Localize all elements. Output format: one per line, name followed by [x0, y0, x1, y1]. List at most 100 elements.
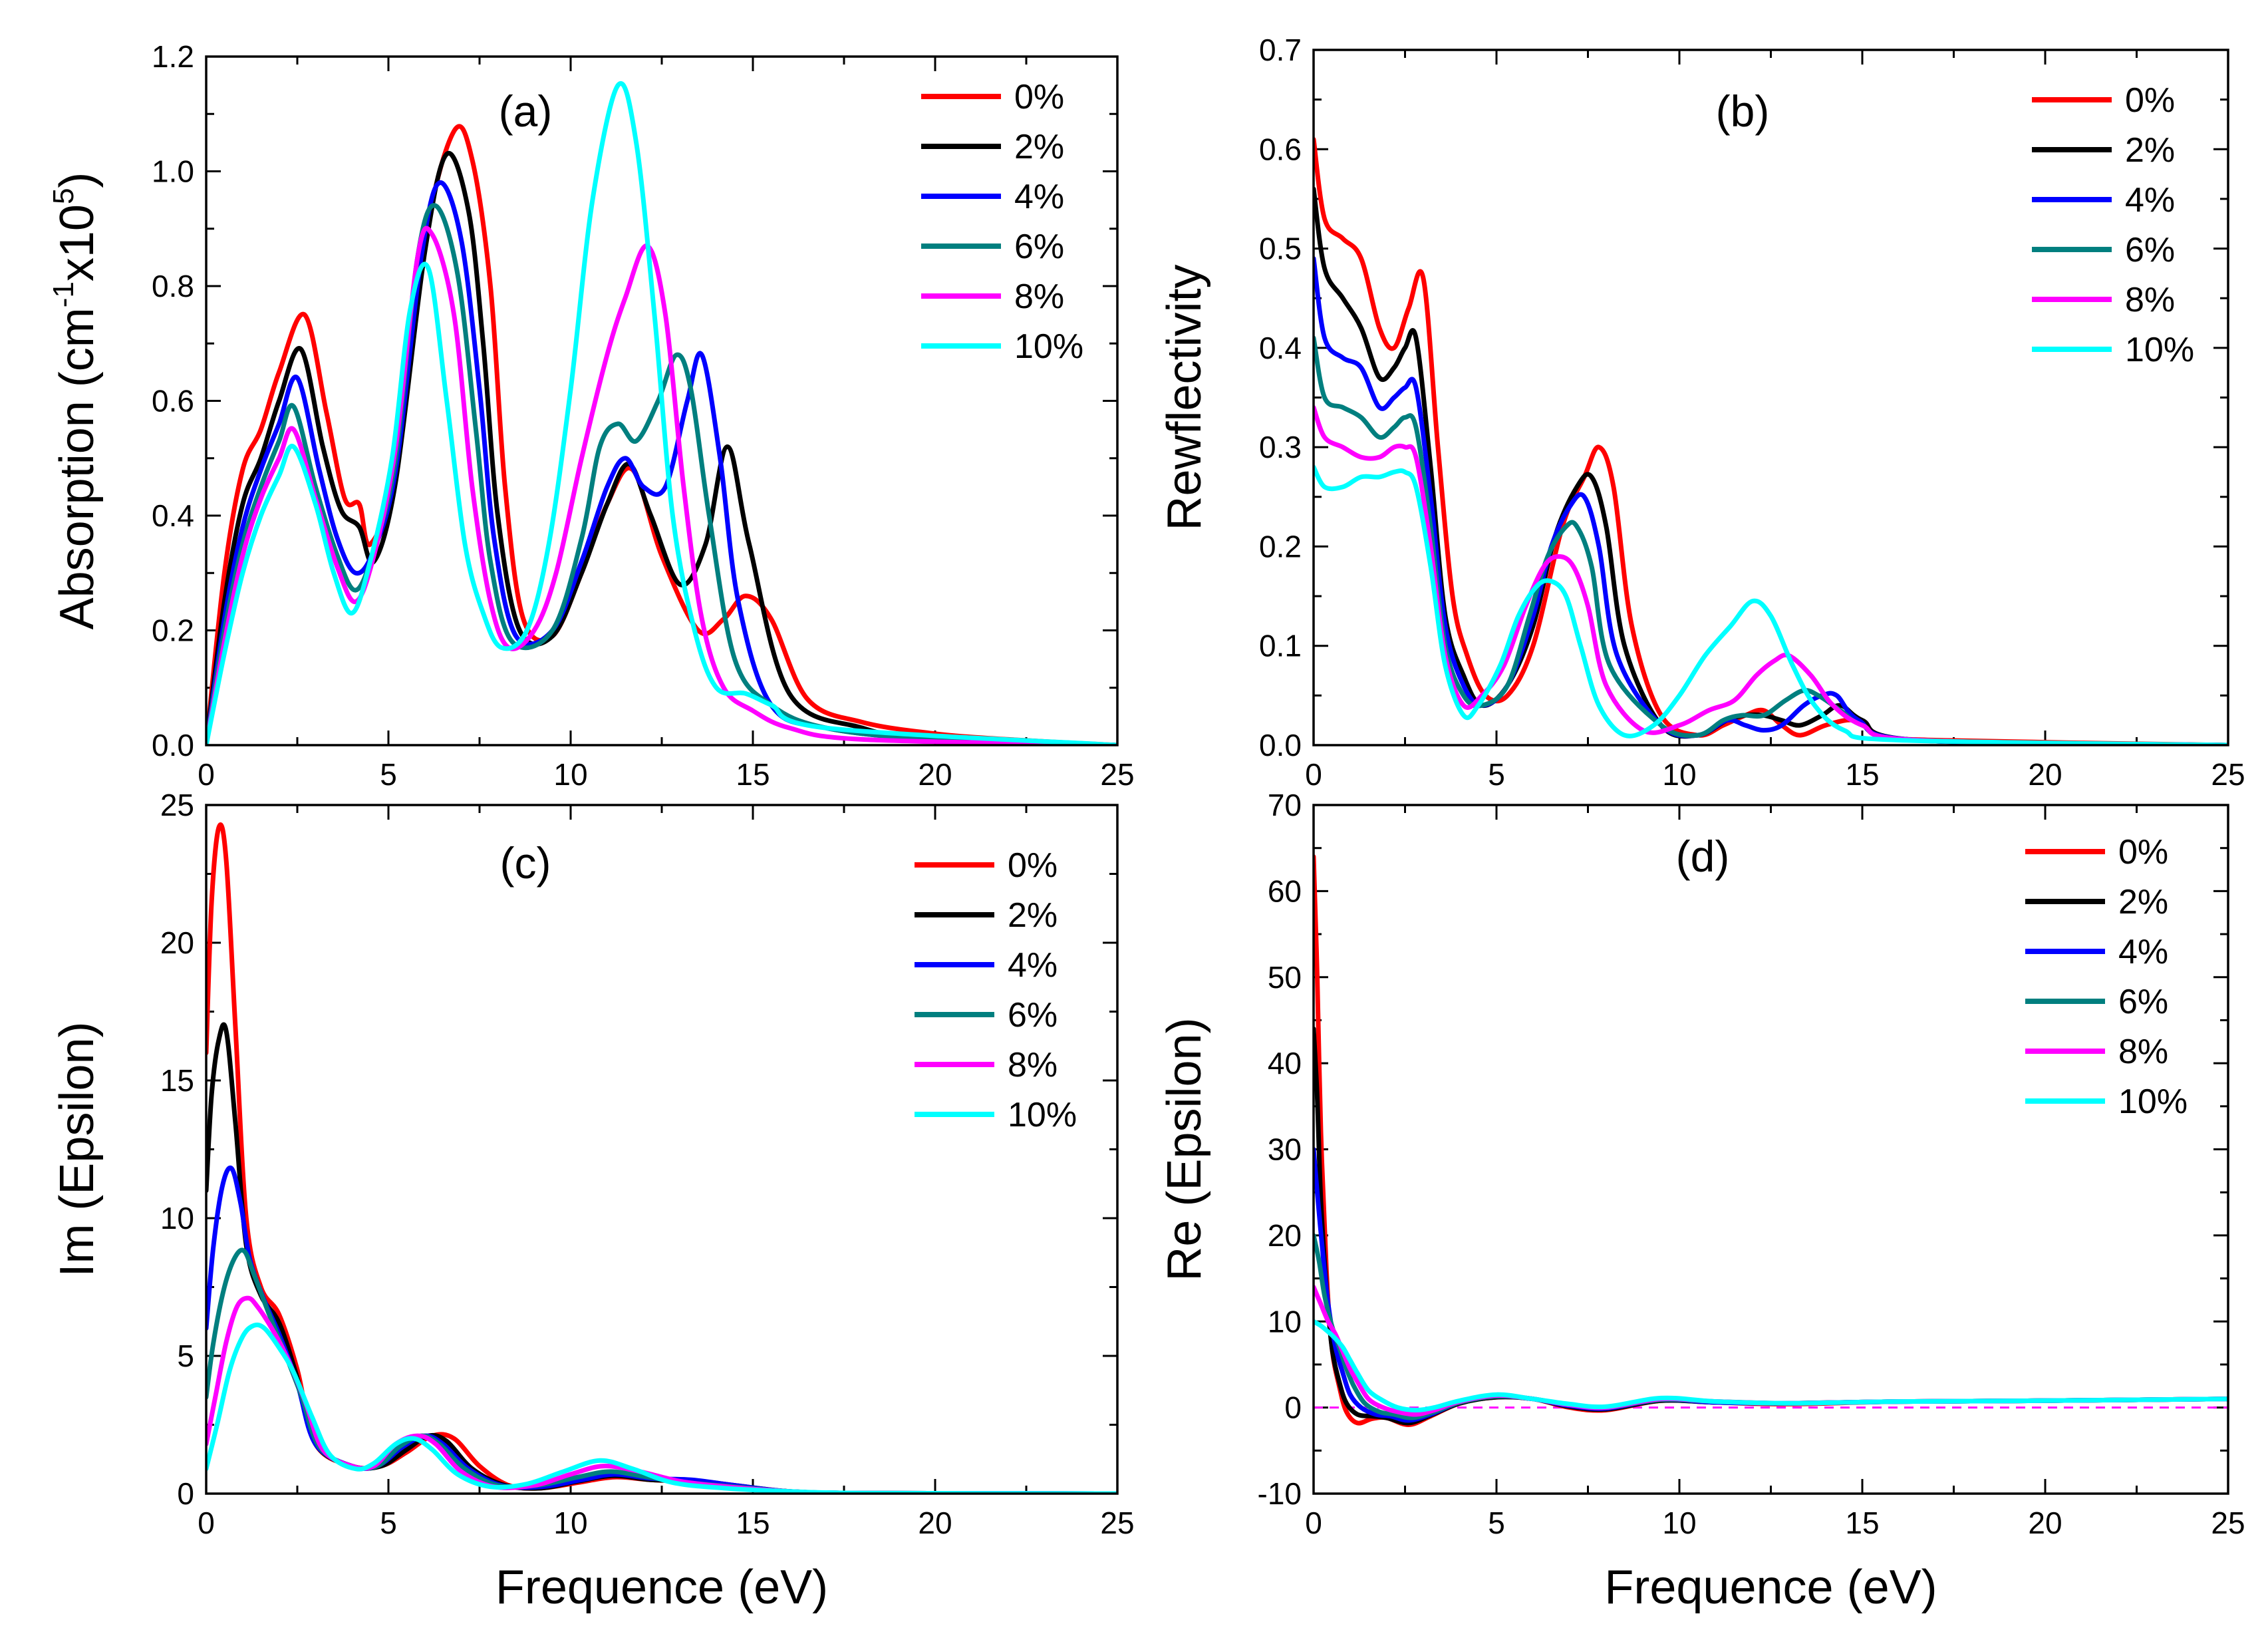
series-line-6pct [1314, 1233, 2228, 1420]
legend-label-2pct: 2% [2118, 883, 2168, 921]
legend-label-0pct: 0% [2125, 81, 2175, 120]
y-tick-label: 5 [177, 1339, 194, 1373]
x-tick-label: 20 [918, 757, 952, 792]
y-tick-label: 10 [1268, 1304, 1302, 1339]
panel-tag-d: (d) [1676, 832, 1730, 881]
legend-label-4pct: 4% [2118, 933, 2168, 971]
x-tick-label: 25 [1100, 757, 1134, 792]
y-axis-title-c: Im (Epsilon) [51, 1021, 104, 1277]
x-tick-label: 5 [1488, 757, 1505, 792]
legend-label-6pct: 6% [2118, 983, 2168, 1021]
y-tick-label: 0.8 [152, 269, 194, 303]
legend-label-2pct: 2% [1008, 896, 1058, 935]
y-axis-title-superscript: 5 [47, 188, 80, 204]
series-line-8pct [1314, 1285, 2228, 1417]
x-tick-label: 0 [1305, 757, 1322, 792]
series-group-d [1314, 854, 2228, 1427]
x-tick-label: 0 [198, 1506, 215, 1540]
legend-label-8pct: 8% [1008, 1046, 1058, 1084]
series-line-10pct [1314, 464, 2228, 745]
x-tick-label: 15 [1845, 757, 1879, 792]
x-tick-label: 20 [2028, 757, 2062, 792]
panel-tag-c: (c) [500, 838, 551, 888]
x-tick-label: 20 [2028, 1506, 2062, 1540]
series-line-4pct [206, 180, 1117, 745]
y-axis-title-d: Re (Epsilon) [1158, 1017, 1211, 1281]
y-axis-title-superscript: -1 [47, 281, 80, 307]
y-tick-label: 0 [177, 1476, 194, 1511]
x-tick-label: 15 [736, 757, 770, 792]
series-line-6pct [1314, 335, 2228, 745]
y-tick-label: -10 [1258, 1476, 1302, 1511]
plot-frame-b [1312, 49, 2229, 746]
x-tick-label: 10 [1662, 757, 1696, 792]
y-tick-label: 60 [1268, 874, 1302, 908]
y-tick-label: 15 [160, 1063, 194, 1098]
x-tick-label: 5 [380, 1506, 397, 1540]
x-tick-label: 25 [1100, 1506, 1134, 1540]
y-tick-label: 50 [1268, 960, 1302, 995]
y-tick-label: 25 [160, 788, 194, 822]
y-tick-label: 20 [160, 925, 194, 960]
y-tick-label: 0.3 [1259, 430, 1302, 464]
panel-tag-b: (b) [1716, 86, 1770, 136]
y-tick-label: 0.2 [1259, 529, 1302, 564]
y-axis-title-text: x10 [51, 204, 104, 281]
series-line-2pct [1314, 1026, 2228, 1426]
y-tick-label: 1.2 [152, 39, 194, 74]
legend-label-0pct: 0% [2118, 833, 2168, 872]
series-line-8pct [1314, 405, 2228, 745]
x-tick-label: 5 [1488, 1506, 1505, 1540]
series-group-a [206, 81, 1117, 745]
y-tick-label: 1.0 [152, 154, 194, 189]
legend-label-8pct: 8% [2125, 281, 2175, 319]
panel-b: 0 5 10 15 20 25 0.0 0.1 0.2 0.3 0.4 0.5 0.6 0.7 (b) 0% 2… [1158, 33, 2245, 792]
y-tick-label: 40 [1268, 1046, 1302, 1080]
series-line-6pct [206, 203, 1117, 745]
x-tick-label: 25 [2211, 1506, 2245, 1540]
x-tick-label: 0 [198, 757, 215, 792]
x-tick-label: 15 [1845, 1506, 1879, 1540]
series-line-0pct [206, 124, 1117, 745]
y-tick-label: 0.6 [1259, 132, 1302, 166]
legend-label-6pct: 6% [1008, 996, 1058, 1035]
y-tick-label: 0.0 [152, 728, 194, 762]
legend-label-0pct: 0% [1008, 846, 1058, 885]
legend-label-10pct: 10% [2118, 1082, 2188, 1121]
y-tick-label: 10 [160, 1201, 194, 1235]
legend-label-8pct: 8% [2118, 1033, 2168, 1071]
x-tick-label: 5 [380, 757, 397, 792]
y-tick-label: 0.4 [152, 498, 194, 533]
y-tick-label: 0.6 [152, 384, 194, 418]
series-group-b [1314, 136, 2228, 745]
y-tick-label: 70 [1268, 788, 1302, 822]
plot-frame-c [205, 804, 1119, 1495]
legend-label-2pct: 2% [2125, 131, 2175, 170]
legend-label-4pct: 4% [1008, 946, 1058, 985]
x-tick-label: 10 [1662, 1506, 1696, 1540]
legend-label-4pct: 4% [1014, 178, 1064, 216]
y-tick-label: 0 [1284, 1390, 1302, 1425]
plot-frame-d [1312, 804, 2229, 1495]
x-tick-label: 15 [736, 1506, 770, 1540]
series-line-0pct [206, 822, 1117, 1494]
y-tick-label: 0.7 [1259, 33, 1302, 67]
legend-label-10pct: 10% [1014, 327, 1083, 366]
series-line-4pct [1314, 1147, 2228, 1423]
y-tick-label: 0.1 [1259, 629, 1302, 663]
series-line-8pct [206, 226, 1117, 745]
legend-label-8pct: 8% [1014, 277, 1064, 316]
panel-c: 0 5 10 15 20 25 0 5 10 15 20 25 (c) 0% 2% 4% 6% 8% 10% Im (… [51, 788, 1135, 1614]
series-line-10pct [1314, 1319, 2228, 1412]
series-line-10pct [206, 81, 1117, 745]
panel-tag-a: (a) [499, 86, 553, 136]
y-tick-label: 0.4 [1259, 331, 1302, 365]
panel-a: 0 5 10 15 20 25 0.0 0.2 0.4 0.6 0.8 1.0 1.2 (a) 0% 2% 4%… [47, 39, 1135, 792]
y-tick-label: 30 [1268, 1132, 1302, 1167]
series-line-2pct [206, 150, 1117, 745]
y-tick-label: 0.5 [1259, 232, 1302, 266]
legend-label-0pct: 0% [1014, 78, 1064, 116]
legend-label-10pct: 10% [2125, 331, 2194, 369]
y-axis-title-a: Absorption (cm-1x105) [47, 172, 104, 630]
